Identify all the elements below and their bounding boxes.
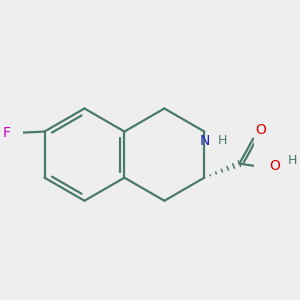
Text: F: F <box>3 126 11 140</box>
Text: O: O <box>270 159 280 173</box>
Text: H: H <box>288 154 297 167</box>
Text: H: H <box>218 134 227 147</box>
Text: O: O <box>256 123 266 137</box>
Text: N: N <box>199 134 209 148</box>
